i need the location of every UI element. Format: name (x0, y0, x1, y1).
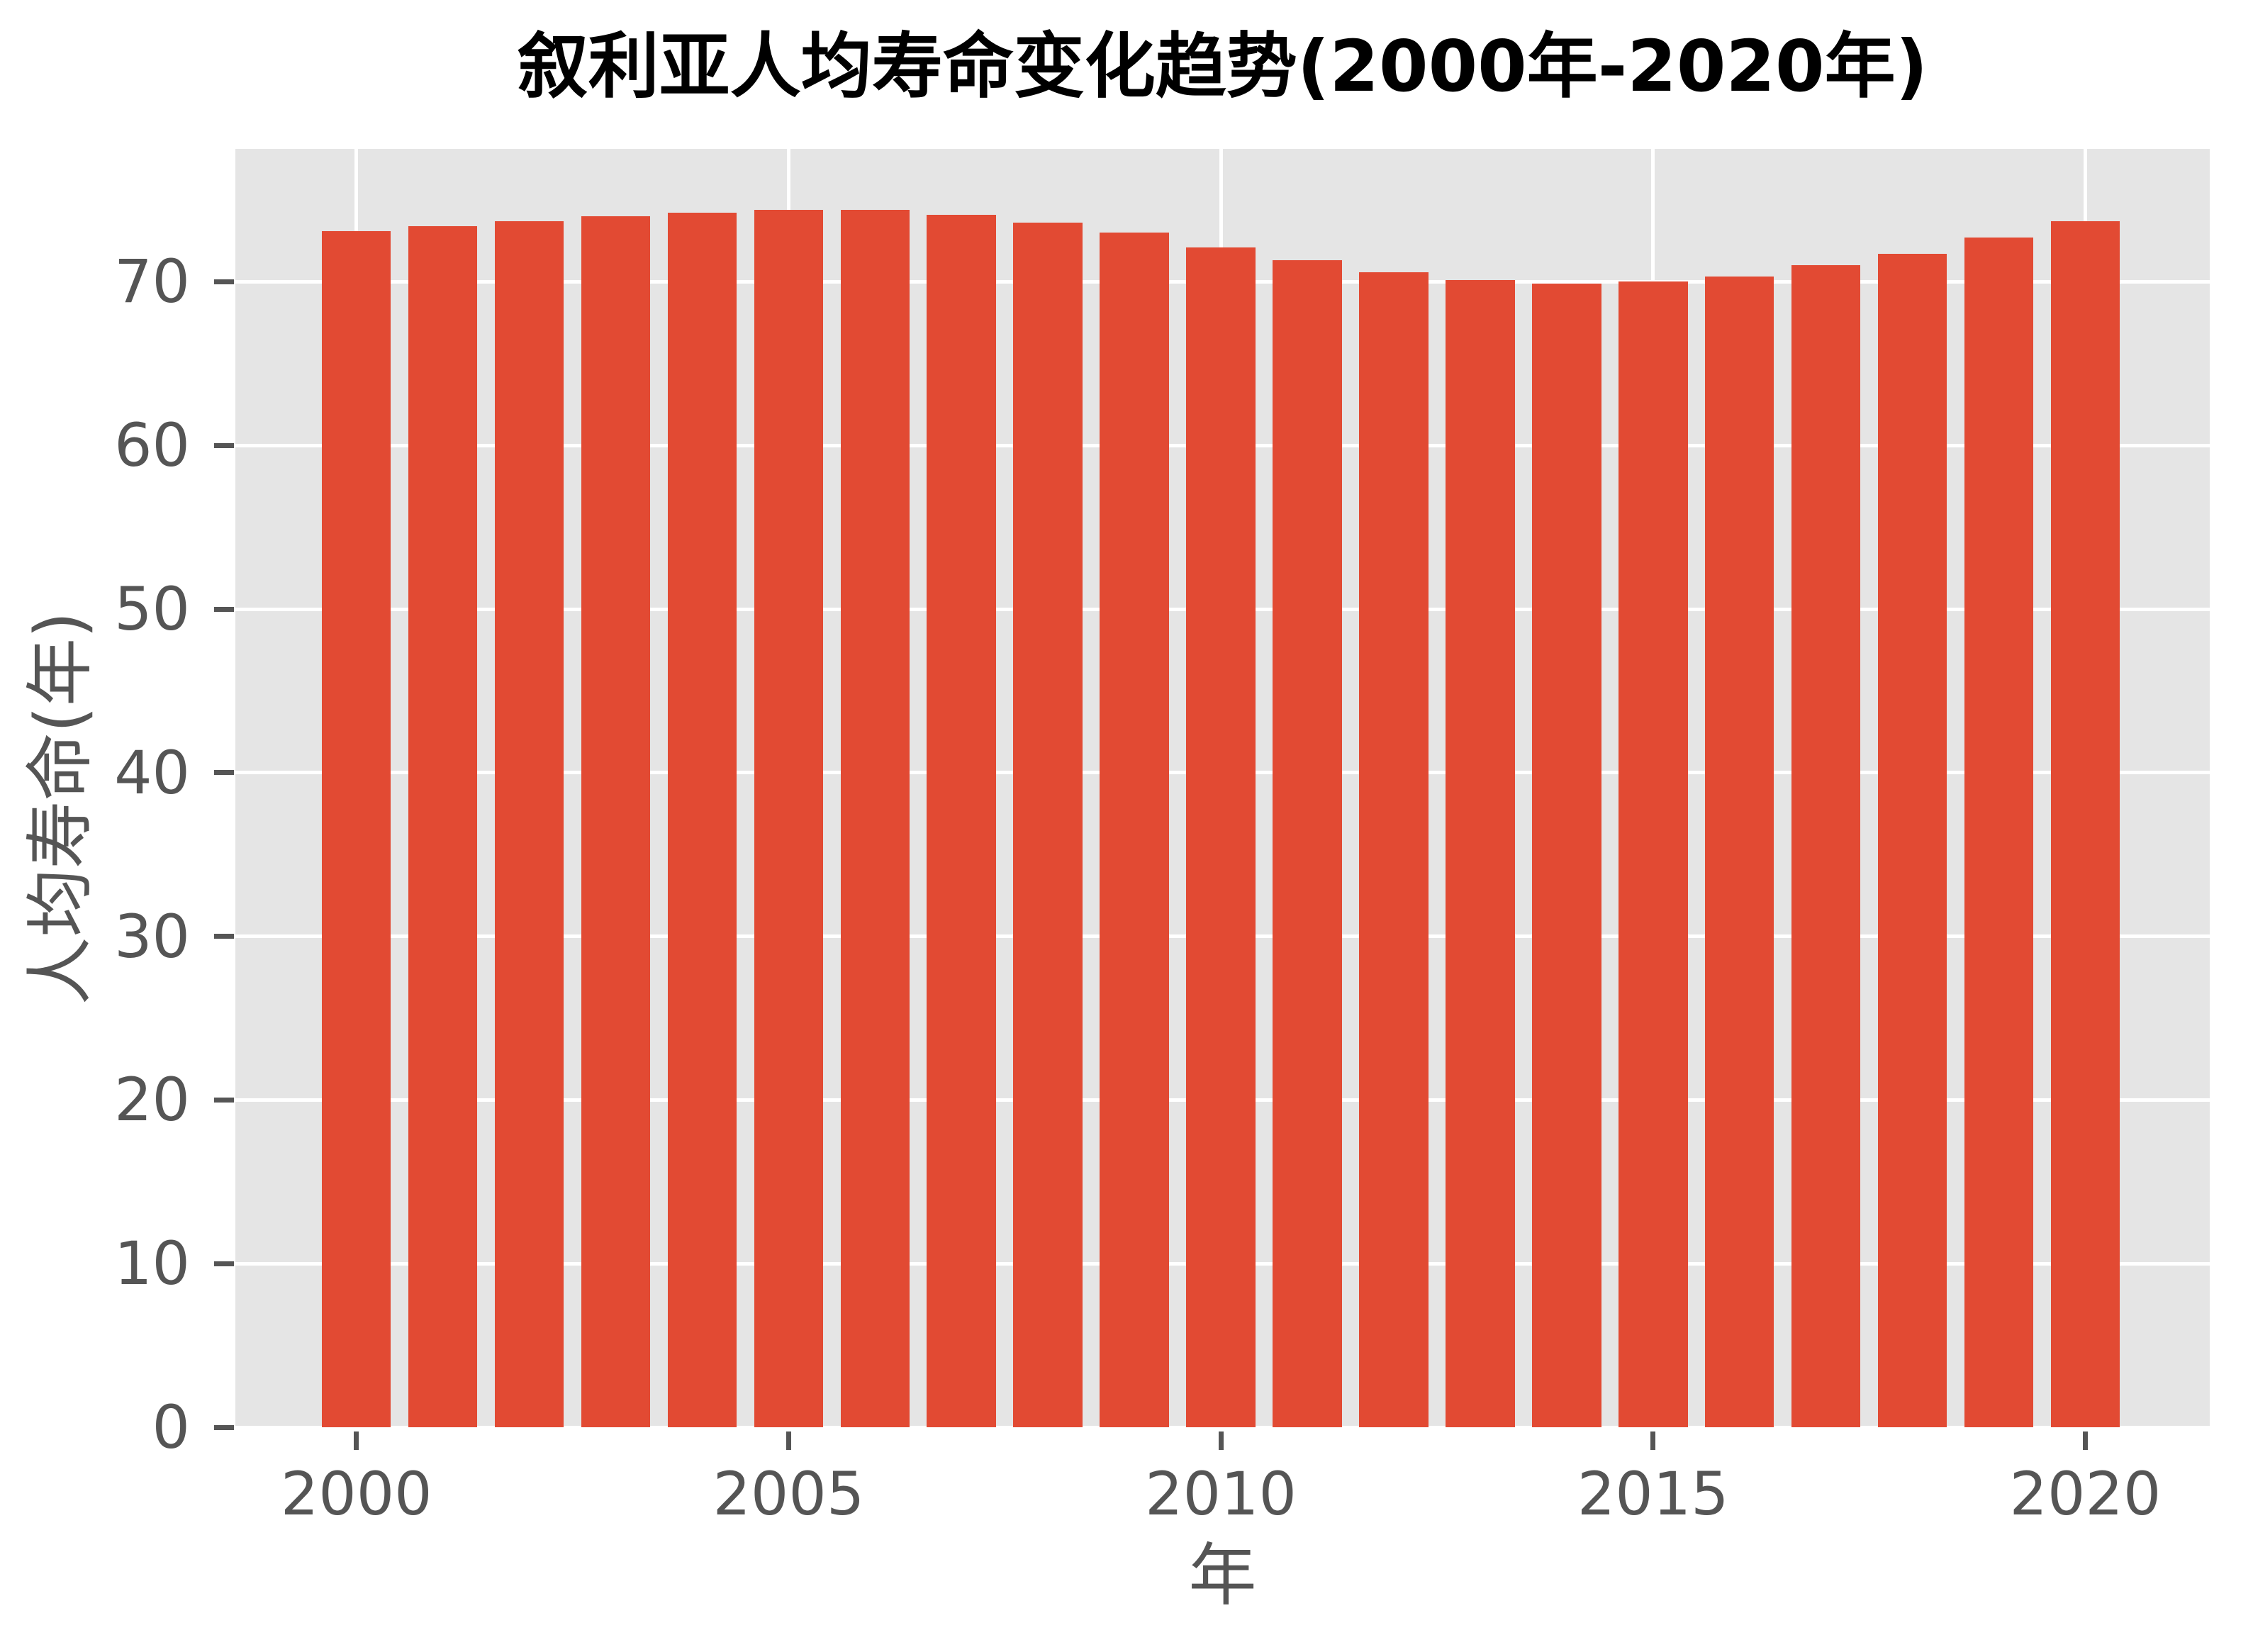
y-tick-label-20: 20 (114, 1065, 190, 1135)
bar-2013 (1446, 280, 1515, 1427)
y-tick-20 (214, 1097, 234, 1103)
bar-2020 (2050, 221, 2120, 1427)
bar-2019 (1964, 238, 2034, 1427)
y-tick-label-70: 70 (114, 247, 190, 317)
y-tick-label-40: 40 (114, 737, 190, 808)
y-tick-30 (214, 934, 234, 939)
x-tick-label-2020: 2020 (2009, 1459, 2162, 1529)
bar-2001 (408, 225, 478, 1427)
x-tick-label-2000: 2000 (280, 1459, 432, 1529)
bar-2004 (667, 213, 737, 1427)
x-tick-2010 (1218, 1431, 1224, 1450)
x-tick-label-2015: 2015 (1577, 1459, 1729, 1529)
x-tick-2000 (354, 1431, 359, 1450)
bar-2016 (1704, 277, 1774, 1427)
bar-2009 (1100, 233, 1169, 1427)
y-tick-0 (214, 1424, 234, 1430)
bar-2014 (1532, 283, 1601, 1427)
bar-2010 (1186, 247, 1256, 1427)
bar-2017 (1791, 265, 1861, 1427)
y-tick-10 (214, 1261, 234, 1266)
x-tick-2020 (2082, 1431, 2088, 1450)
y-tick-50 (214, 606, 234, 612)
plot-area (235, 149, 2210, 1427)
y-tick-label-30: 30 (114, 901, 190, 971)
y-tick-label-10: 10 (114, 1229, 190, 1299)
chart-title: 叙利亚人均寿命变化趋势(2000年-2020年) (517, 25, 1928, 108)
x-tick-2005 (786, 1431, 791, 1450)
bar-2018 (1877, 254, 1947, 1427)
x-axis-title: 年 (1188, 1536, 1257, 1615)
y-tick-label-60: 60 (114, 411, 190, 481)
bar-2008 (1013, 223, 1083, 1427)
bar-2000 (321, 230, 391, 1427)
x-tick-label-2010: 2010 (1145, 1459, 1297, 1529)
x-tick-2015 (1650, 1431, 1656, 1450)
y-tick-40 (214, 770, 234, 776)
bar-2005 (754, 209, 824, 1427)
y-tick-label-0: 0 (152, 1393, 190, 1462)
bar-2011 (1273, 260, 1342, 1427)
y-tick-label-50: 50 (114, 574, 190, 644)
bar-2006 (840, 209, 910, 1427)
y-tick-70 (214, 279, 234, 284)
bar-2015 (1618, 281, 1688, 1427)
bar-2002 (494, 221, 564, 1427)
bar-2003 (581, 216, 651, 1427)
bar-2012 (1359, 272, 1429, 1427)
y-tick-60 (214, 442, 234, 448)
bar-2007 (927, 214, 997, 1427)
x-tick-label-2005: 2005 (712, 1459, 865, 1529)
